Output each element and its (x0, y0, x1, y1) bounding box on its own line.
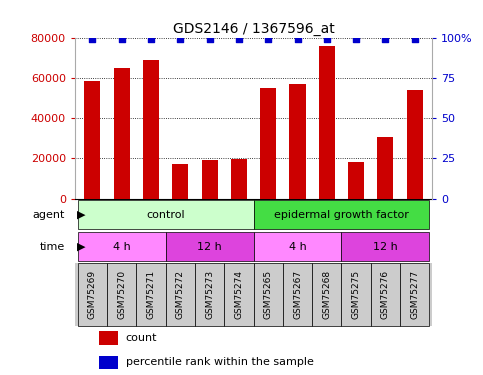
Text: GSM75267: GSM75267 (293, 270, 302, 319)
Bar (143, 60, 159, 199)
Bar (341, 232, 429, 261)
Text: count: count (126, 333, 157, 343)
Bar (201, 160, 218, 199)
Text: 4 h: 4 h (289, 242, 306, 252)
Bar (85, 81, 100, 199)
Point (88, 36, 96, 42)
Bar (78, 262, 107, 326)
Text: 12 h: 12 h (373, 242, 398, 252)
Point (206, 36, 213, 42)
Text: agent: agent (33, 210, 65, 220)
Bar (114, 68, 130, 199)
Bar (254, 262, 283, 326)
Text: GSM75276: GSM75276 (381, 270, 390, 319)
Text: GSM75270: GSM75270 (117, 270, 126, 319)
Bar (348, 162, 364, 199)
Point (147, 36, 155, 42)
Text: GSM75269: GSM75269 (88, 270, 97, 319)
Point (235, 36, 243, 42)
Point (352, 36, 360, 42)
Text: epidermal growth factor: epidermal growth factor (274, 210, 409, 220)
Bar (99, 331, 118, 345)
Title: GDS2146 / 1367596_at: GDS2146 / 1367596_at (173, 22, 334, 36)
Bar (78, 232, 166, 261)
Text: GSM75268: GSM75268 (322, 270, 331, 319)
Text: GSM75275: GSM75275 (352, 270, 361, 319)
Bar (136, 262, 166, 326)
Bar (371, 262, 400, 326)
Bar (78, 200, 254, 229)
Point (176, 36, 184, 42)
Text: time: time (40, 242, 65, 252)
Text: percentile rank within the sample: percentile rank within the sample (126, 357, 313, 368)
Text: GSM75271: GSM75271 (146, 270, 156, 319)
Point (323, 36, 331, 42)
Text: GSM75274: GSM75274 (234, 270, 243, 319)
Text: GSM75272: GSM75272 (176, 270, 185, 319)
Bar (341, 262, 371, 326)
Bar (377, 137, 394, 199)
Point (118, 36, 126, 42)
Bar (166, 262, 195, 326)
Text: GSM75273: GSM75273 (205, 270, 214, 319)
Bar (400, 262, 429, 326)
Bar (289, 84, 306, 199)
Bar (260, 88, 276, 199)
Point (382, 36, 389, 42)
Bar (319, 46, 335, 199)
Bar (407, 90, 423, 199)
Point (411, 36, 419, 42)
Text: ▶: ▶ (77, 210, 86, 220)
Bar (166, 232, 254, 261)
Text: 12 h: 12 h (197, 242, 222, 252)
Point (264, 36, 272, 42)
Point (294, 36, 301, 42)
Text: ▶: ▶ (77, 242, 86, 252)
Bar (107, 262, 136, 326)
Bar (172, 165, 188, 199)
Bar (254, 232, 341, 261)
Text: control: control (146, 210, 185, 220)
Bar (283, 262, 312, 326)
Bar (99, 356, 118, 369)
Text: 4 h: 4 h (113, 242, 130, 252)
Bar (224, 262, 254, 326)
Text: GSM75277: GSM75277 (410, 270, 419, 319)
Text: GSM75265: GSM75265 (264, 270, 273, 319)
Bar (195, 262, 224, 326)
Bar (312, 262, 341, 326)
Bar (231, 159, 247, 199)
Bar (254, 200, 429, 229)
